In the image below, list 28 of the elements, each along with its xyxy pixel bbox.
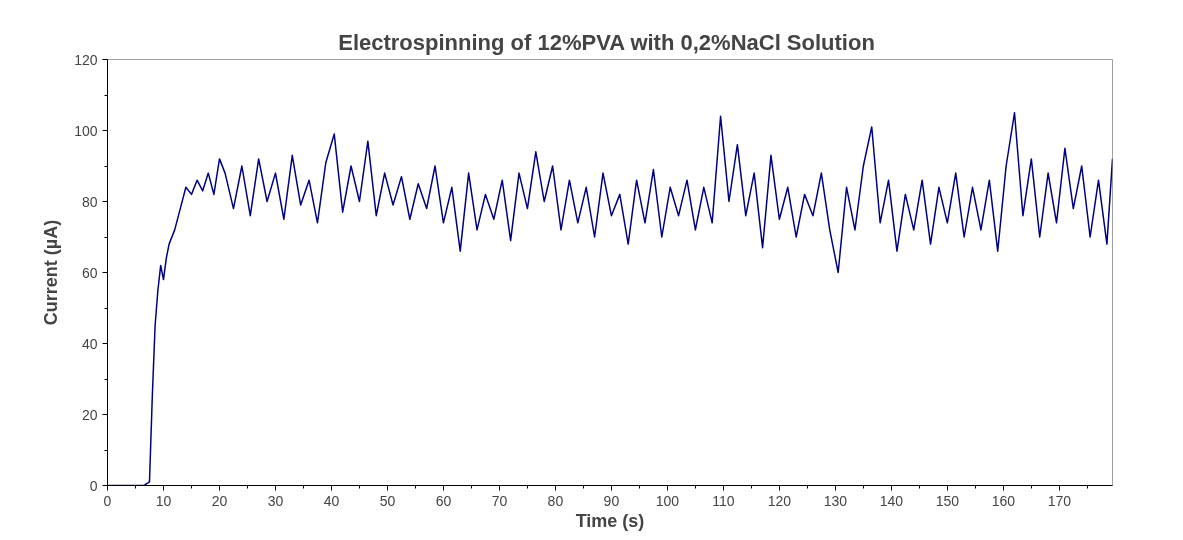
chart-title: Electrospinning of 12%PVA with 0,2%NaCl Solution — [338, 29, 875, 55]
x-tick-label: 0 — [103, 492, 112, 509]
y-axis-title: Current (µA) — [41, 219, 62, 326]
x-tick-label: 160 — [991, 492, 1016, 509]
x-tick-label: 40 — [323, 492, 340, 509]
x-tick-label: 170 — [1047, 492, 1072, 509]
x-tick-label: 130 — [823, 492, 848, 509]
x-tick-label: 50 — [379, 492, 396, 509]
x-tick-label: 10 — [155, 492, 172, 509]
y-tick-label: 20 — [81, 406, 98, 423]
x-tick-label: 30 — [267, 492, 284, 509]
x-tick-label: 140 — [879, 492, 904, 509]
y-tick-label: 100 — [74, 122, 98, 139]
x-tick-label: 90 — [603, 492, 620, 509]
y-tick-label: 40 — [81, 335, 98, 352]
x-tick-label: 100 — [655, 492, 680, 509]
x-tick-label: 60 — [435, 492, 452, 509]
y-tick-label: 0 — [89, 477, 98, 494]
x-tick-label: 120 — [767, 492, 792, 509]
y-tick-label: 120 — [74, 51, 98, 68]
y-tick-label: 80 — [81, 193, 98, 210]
y-tick-label: 60 — [81, 264, 98, 281]
x-axis-title: Time (s) — [575, 510, 645, 531]
x-tick-label: 80 — [547, 492, 564, 509]
x-tick-label: 150 — [935, 492, 960, 509]
x-tick-label: 20 — [211, 492, 228, 509]
x-tick-label: 70 — [491, 492, 508, 509]
x-tick-label: 110 — [712, 492, 735, 509]
